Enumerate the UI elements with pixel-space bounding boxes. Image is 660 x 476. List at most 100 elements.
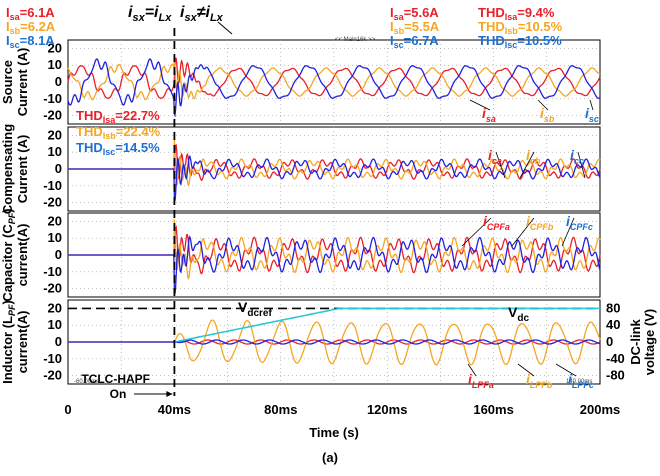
y-tick-label: 20: [48, 40, 62, 55]
y-axis-label: Capacitor (CPF)current(A): [0, 208, 30, 301]
y-tick-label: 20: [48, 127, 62, 142]
y-tick-label: 0: [55, 247, 62, 262]
series-label-i_sa: isa: [482, 105, 496, 124]
y-axis-label: Inductor (LPF)current(A): [0, 300, 30, 384]
y-tick-label: -20: [43, 281, 62, 296]
y-axis-label: Compensating Current (A): [0, 124, 30, 214]
x-axis-label: Time (s): [309, 425, 359, 440]
y-axis-label-line1: Source: [0, 60, 15, 104]
scope-tag: 140.00ms: [566, 379, 592, 385]
series-label-i_CPFc: iCPFc: [566, 213, 593, 232]
series-line-i_sb: [67, 57, 601, 101]
series-label-i_cb: icb: [526, 147, 541, 166]
thd-before-Isa: THDIsa=22.7%: [76, 108, 160, 125]
y-tick-label: -20: [43, 368, 62, 383]
series-arrow: [495, 151, 506, 179]
y-tick-label: -10: [43, 91, 62, 106]
vdcref-label: Vdcref: [238, 299, 272, 319]
series-arrow: [469, 99, 491, 111]
vdc-line: [174, 307, 600, 343]
y-tick-label: -10: [43, 351, 62, 366]
y-tick-label: -10: [43, 178, 62, 193]
series-line-i_sa: [67, 57, 601, 99]
series-arrow: [517, 363, 535, 377]
y-axis-label-line2: current(A): [15, 311, 30, 374]
rms-after-sc: Isc=6.7A: [390, 33, 439, 50]
y-axis-label-line1: Compensating: [0, 124, 15, 214]
x-tick-label: 200ms: [580, 402, 620, 417]
right-axis-label: DC-link voltage (V): [628, 309, 657, 375]
y-tick-label: -20: [43, 108, 62, 123]
series-arrow: [461, 217, 492, 247]
series-label-i_CPFb: iCPFb: [526, 213, 554, 232]
y-tick-label: 10: [48, 144, 62, 159]
series-label-i_ca: ica: [488, 147, 502, 166]
annotation-layer: << Main16k >>-60.00ms 140.00msIsa=6.1AIsb…: [6, 4, 599, 401]
series-label-i_sb: isb: [540, 105, 555, 124]
y-tick-label: 20: [48, 213, 62, 228]
switch-on-label-line2: On: [110, 387, 127, 401]
series-arrow: [511, 217, 535, 247]
series-label-i_LPFc: iLPFc: [568, 371, 594, 390]
x-tick-label: 160ms: [473, 402, 513, 417]
y-axis-label-line2: Current (A): [15, 135, 30, 204]
scope-tag: -60.00ms: [74, 379, 99, 385]
scope-tag: << Main16k >>: [335, 37, 376, 43]
switch-on-label-line1: TCLC-HAPF: [81, 372, 150, 386]
x-tick-label: 80ms: [264, 402, 297, 417]
series-line-i_CPFc: [68, 235, 601, 294]
y-tick-label: -20: [43, 195, 62, 210]
series-arrow: [555, 363, 577, 377]
rms-after-sb: Isb=5.5A: [390, 19, 440, 36]
rms-before-sc: Isc=8.1A: [6, 33, 55, 50]
y-tick-label: 0: [55, 74, 62, 89]
y-tick-label: 10: [48, 317, 62, 332]
figure-caption: (a): [322, 450, 338, 465]
series-arrow: [577, 151, 586, 179]
rms-before-sb: Isb=6.2A: [6, 19, 56, 36]
right-axis-label-line1: DC-link: [628, 318, 643, 364]
y-axis-label-line1: Inductor (LPF): [0, 300, 17, 384]
rms-before-sa: Isa=6.1A: [6, 5, 55, 22]
x-tick-label: 40ms: [158, 402, 191, 417]
series-label-i_CPFa: iCPFa: [483, 213, 510, 232]
x-tick-label: 120ms: [367, 402, 407, 417]
y-axis-label-line1: Capacitor (CPF): [0, 208, 17, 301]
y-tick-label: -10: [43, 264, 62, 279]
y-axis-label-line2: current(A): [15, 224, 30, 287]
series-label-i_cc: icc: [570, 147, 584, 166]
series-label-i_LPFb: iLPFb: [526, 371, 553, 390]
series-arrow: [537, 99, 549, 111]
x-tick-label: 0: [64, 402, 71, 417]
thd-before-Isc: THDIsc=14.5%: [76, 140, 160, 157]
thd-after-Isb: THDIsb=10.5%: [478, 19, 563, 36]
series-arrow: [589, 99, 594, 111]
switch-arrow: [217, 21, 233, 35]
y-tick-label: 0: [55, 334, 62, 349]
right-tick-label: 40: [606, 317, 620, 332]
right-tick-label: -40: [606, 351, 625, 366]
thd-before-Isb: THDIsb=22.4%: [76, 124, 161, 141]
series-label-i_sc: isc: [585, 105, 599, 124]
right-tick-label: -80: [606, 368, 625, 383]
y-tick-label: 10: [48, 230, 62, 245]
rms-after-sa: Isa=5.6A: [390, 5, 439, 22]
series-arrow: [519, 151, 535, 179]
series-arrow: [467, 363, 477, 377]
series-label-i_LPFa: iLPFa: [468, 371, 494, 390]
thd-after-Isa: THDIsa=9.4%: [478, 5, 555, 22]
series-line-i_LPFc: [68, 339, 601, 345]
y-axis-label: Source Current (A): [0, 48, 30, 117]
right-tick-label: 80: [606, 300, 620, 315]
vdc-label: Vdc: [508, 304, 529, 324]
y-tick-label: 0: [55, 161, 62, 176]
y-tick-label: 20: [48, 300, 62, 315]
switch-on-arrowhead: [166, 391, 173, 397]
y-axis-label-line2: Current (A): [15, 48, 30, 117]
series-line-i_cc: [68, 154, 601, 201]
thd-after-Isc: THDIsc=10.5%: [478, 33, 562, 50]
series-line-i_sc: [67, 58, 601, 118]
switch-label-after: isx≠iLx: [180, 4, 224, 24]
